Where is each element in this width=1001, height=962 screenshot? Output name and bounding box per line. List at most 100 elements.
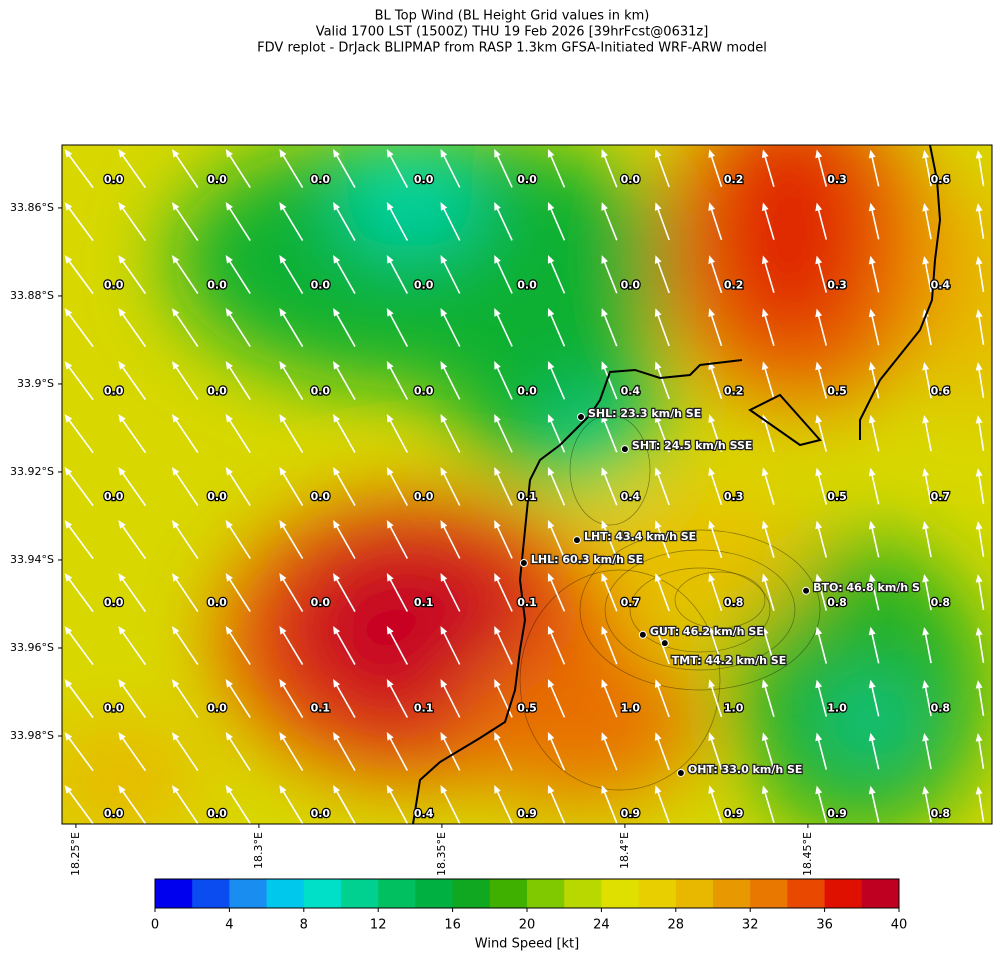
wind-arrow [977,789,985,823]
wind-arrow-head [922,520,930,530]
colorbar-segment [638,879,677,908]
wind-arrow-head [815,732,823,742]
wind-arrow [548,417,566,453]
wind-arrow [924,683,932,717]
wind-arrow-head [440,625,448,635]
wind-arrow-head [761,255,769,265]
wind-arrow [334,417,356,453]
wind-arrow [495,258,513,294]
wind-arrow-head [225,573,233,582]
wind-arrow [656,682,670,718]
grid-value: 0.2 [724,173,744,186]
wind-arrow [280,470,304,506]
colorbar-segment [713,879,751,908]
lon-tick-label: 18.35°E [435,832,448,876]
colorbar-segment [527,879,565,908]
grid-value: 0.5 [517,702,537,715]
wind-arrow-head [225,149,233,158]
grid-value: 0.1 [517,596,537,609]
wind-arrow [387,629,409,665]
wind-arrow-head [225,361,233,370]
wind-arrow [227,310,251,348]
wind-arrow-head [279,254,287,264]
wind-arrow-head [975,786,983,795]
wind-arrow-head [761,520,769,530]
wind-arrow [977,683,985,717]
wind-arrow [977,471,985,505]
station-dot [638,630,647,639]
grid-value: 0.0 [311,384,331,397]
wind-arrow-head [64,785,73,794]
grid-value: 0.0 [517,279,537,292]
wind-arrow-head [225,255,233,264]
wind-arrow [66,151,94,189]
wind-arrow-head [868,149,876,159]
wind-arrow [173,681,199,719]
wind-arrow [280,417,304,453]
wind-arrow [334,788,356,824]
lat-tick-label: 33.94°S [10,553,54,566]
station-label: OHT: 33.0 km/h SE [688,763,803,776]
wind-arrow-head [386,572,394,582]
wind-arrow [709,311,723,347]
wind-arrow-head [868,361,876,371]
wind-arrow-head [279,519,287,529]
wind-arrow [66,787,94,824]
wind-arrow [924,789,932,823]
wind-arrow [119,628,147,666]
lat-tick-label: 33.86°S [10,201,54,214]
grid-value: 0.0 [311,490,331,503]
wind-arrow [977,206,985,240]
wind-arrow-head [922,149,930,159]
wind-arrow [763,683,775,717]
colorbar-tick-label: 0 [151,918,159,933]
wind-arrow-head [64,255,73,264]
wind-arrow [441,470,461,506]
wind-arrow-head [868,255,876,265]
wind-arrow [441,364,461,400]
wind-arrow-head [333,148,341,158]
wind-arrow [173,575,199,613]
wind-arrow [548,735,566,771]
wind-arrow [119,257,147,295]
wind-arrow [173,787,199,824]
wind-arrow-head [601,149,608,158]
wind-arrow [816,471,828,505]
wind-arrow [870,683,880,717]
grid-value: 0.0 [207,173,227,186]
wind-arrow [763,524,775,558]
wind-arrow [441,205,461,241]
wind-arrow [763,206,775,240]
wind-arrow [709,258,723,294]
wind-arrow-head [654,308,662,317]
wind-arrow [119,469,147,507]
grid-value: 0.9 [621,807,641,820]
wind-arrow-head [494,573,501,582]
grid-value: 0.0 [414,490,434,503]
grid-value: 0.0 [311,596,331,609]
grid-value: 0.0 [414,173,434,186]
wind-arrow [656,735,670,771]
wind-arrow [656,205,670,241]
wind-arrow [495,735,513,771]
grid-value: 0.9 [517,807,537,820]
wind-arrow [334,629,356,665]
wind-arrow-head [922,361,930,371]
wind-arrow [709,629,723,665]
wind-arrow-head [868,202,876,212]
wind-arrow-head [333,678,341,688]
wind-arrow-head [601,308,608,317]
colorbar-segment [601,879,640,908]
wind-arrow-head [225,785,233,794]
grid-value: 0.0 [311,173,331,186]
wind-arrow [924,471,932,505]
wind-arrow [870,524,880,558]
colorbar-label: Wind Speed [kt] [475,937,579,952]
wind-arrow [924,365,932,399]
wind-arrow [66,310,94,348]
colorbar-segment [192,879,230,908]
colorbar-tick-label: 36 [816,918,833,933]
wind-arrow-head [171,202,180,211]
wind-arrow [387,258,409,294]
